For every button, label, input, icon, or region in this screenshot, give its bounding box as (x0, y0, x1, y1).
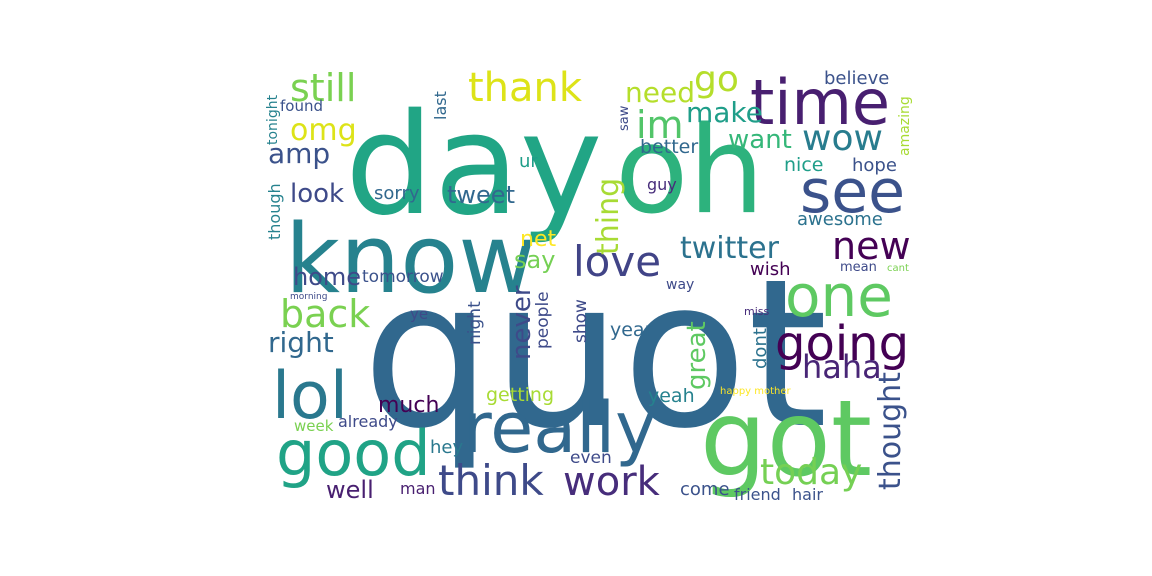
word-believe: believe (824, 68, 889, 89)
word-friend: friend (734, 485, 781, 504)
word-going: going (775, 316, 909, 372)
word-good: good (276, 417, 431, 490)
word-thing: thing (591, 178, 626, 255)
word-still: still (290, 66, 356, 110)
word-tweet: tweet (447, 181, 515, 209)
word-great: great (682, 321, 712, 390)
word-im: im (636, 103, 684, 147)
word-thank: thank (468, 65, 583, 111)
word-amazing: amazing (897, 96, 913, 156)
word-work: work (563, 459, 661, 505)
word-even: even (570, 448, 612, 468)
word-omg: omg (290, 113, 357, 148)
word-morning: morning (290, 292, 327, 302)
word-wow: wow (802, 118, 883, 159)
word-look: look (290, 179, 344, 209)
word-miss: miss (744, 305, 770, 318)
word-never: never (507, 285, 537, 360)
word-much: much (378, 393, 439, 418)
word-getting: getting (486, 384, 554, 406)
word-way: way (666, 277, 694, 293)
word-people: people (533, 291, 553, 349)
word-wish: wish (750, 259, 791, 280)
word-know: know (285, 205, 536, 315)
word-say: say (514, 246, 555, 274)
word-happy-mother: happy mother (720, 386, 792, 397)
word-home: home (293, 263, 361, 291)
word-tomorrow: tomorrow (362, 267, 444, 287)
word-haha: haha (802, 348, 882, 386)
word-hair: hair (792, 485, 823, 504)
word-year: year (610, 319, 653, 341)
word-ur: ur (519, 151, 538, 172)
word-guy: guy (647, 175, 677, 194)
word-awesome: awesome (797, 209, 883, 230)
word-got: got (700, 378, 872, 500)
word-found: found (280, 97, 323, 115)
word-already: already (338, 412, 398, 431)
word-though: though (265, 183, 284, 240)
word-saw: saw (617, 105, 632, 131)
word-week: week (294, 417, 334, 435)
word-cant: cant (887, 263, 909, 274)
word-dont: dont (750, 328, 771, 369)
word-twitter: twitter (680, 231, 780, 266)
word-need: need (625, 76, 695, 109)
word-nice: nice (784, 154, 823, 176)
word-sorry: sorry (374, 183, 420, 204)
word-right: right (268, 326, 334, 359)
word-show: show (571, 299, 591, 343)
word-well: well (326, 476, 374, 504)
word-hey: hey (430, 437, 463, 458)
word-day: day (345, 84, 603, 247)
word-night: night (465, 301, 485, 345)
word-really: really (463, 387, 657, 469)
word-man: man (400, 479, 436, 498)
word-new: new (832, 224, 911, 268)
word-thought: thought (873, 372, 908, 490)
word-oh: oh (615, 102, 764, 241)
word-mean: mean (840, 260, 877, 275)
word-see: see (800, 157, 905, 227)
word-tonight: tonight (265, 94, 281, 145)
word-lol: lol (272, 359, 348, 434)
word-better: better (640, 136, 698, 158)
word-think: think (438, 456, 544, 505)
word-make: make (686, 96, 763, 129)
word-last: last (431, 91, 450, 120)
word-amp: amp (268, 137, 330, 170)
word-time: time (750, 66, 890, 139)
word-want: want (728, 125, 792, 155)
word-love: love (573, 237, 661, 286)
word-come: come (680, 479, 730, 500)
word-yeah: yeah (648, 385, 695, 407)
word-go: go (694, 59, 739, 100)
word-net: net (520, 227, 556, 252)
word-back: back (280, 292, 370, 336)
word-today: today (760, 452, 862, 493)
word-one: one (785, 262, 893, 330)
word-ye: ye (410, 305, 428, 323)
word-hope: hope (852, 155, 897, 176)
word-quot: quot (362, 236, 828, 474)
